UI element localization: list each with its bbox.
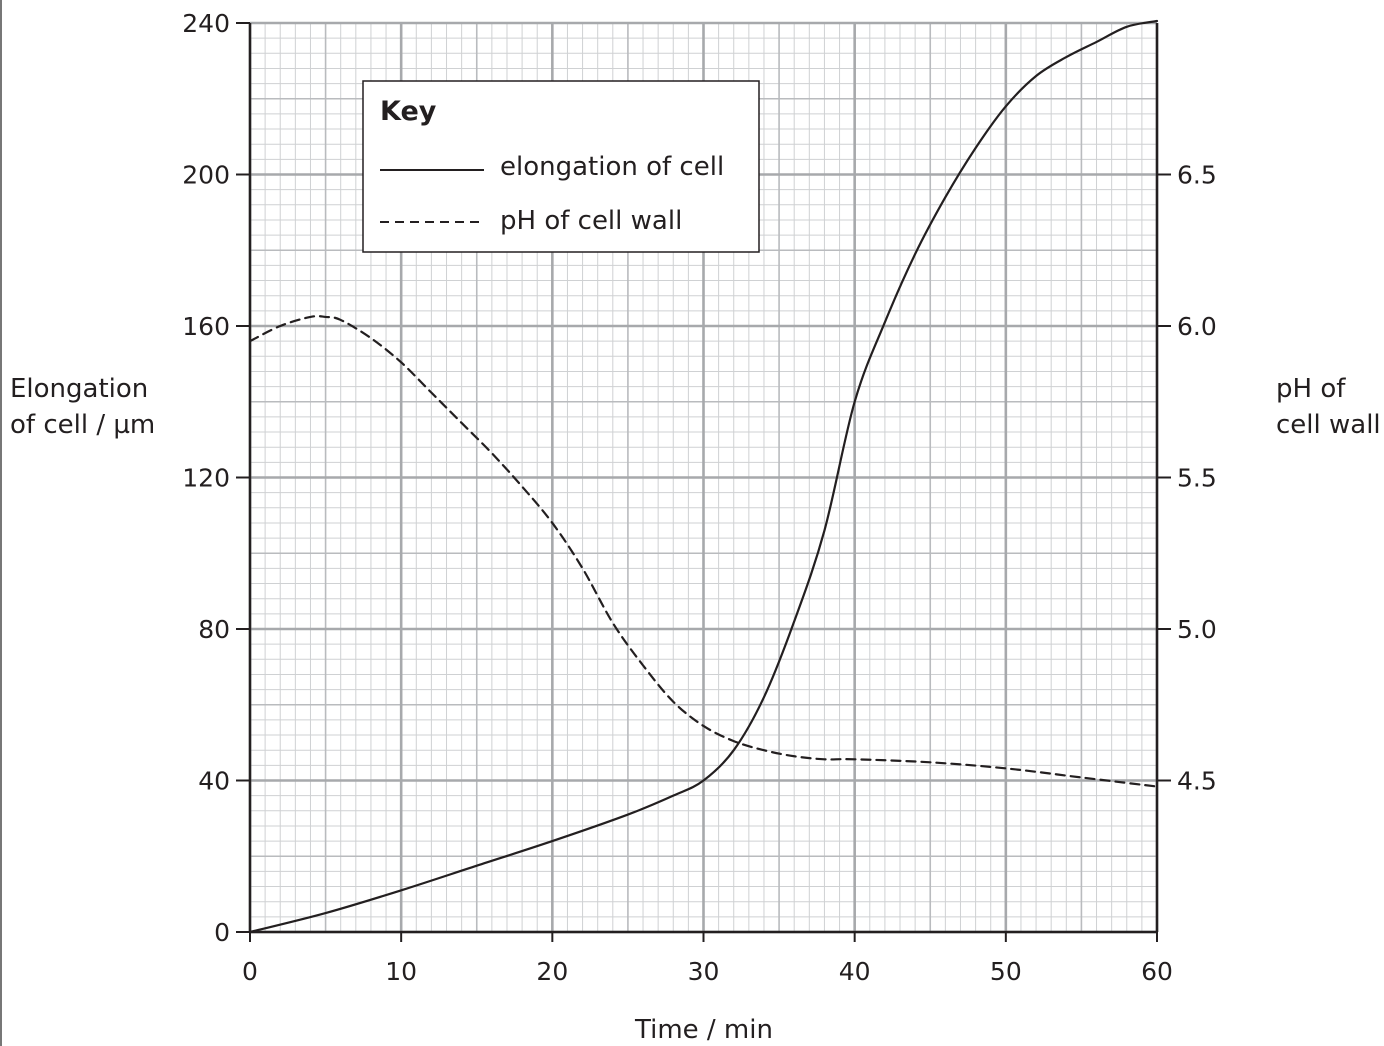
y-left-tick-label: 240 [182,9,230,38]
y-left-tick-label: 80 [198,615,230,644]
ticks-layer: 0 10 20 30 40 50 60 0 40 80 120 160 200 240 4.5 5.0 5.5 6… [182,9,1216,986]
x-tick-label: 60 [1141,957,1173,986]
y-right-axis-title-line2: cell wall [1276,410,1381,440]
series-elongation-of-cell-line [248,19,1159,934]
legend-title: Key [380,96,437,127]
legend-label-ph: pH of cell wall [500,206,682,236]
legend: Key elongation of cell pH of cell wall [362,80,760,253]
y-left-tick-label: 160 [182,312,230,341]
y-right-tick-label: 5.5 [1177,464,1217,493]
y-left-tick-label: 40 [198,767,230,796]
series-layer [248,19,1159,934]
legend-frame [362,80,760,253]
y-left-tick-label: 0 [214,918,230,947]
x-tick-label: 40 [839,957,871,986]
y-right-tick-label: 6.0 [1177,312,1217,341]
legend-label-elongation: elongation of cell [500,152,724,182]
x-tick-label: 20 [536,957,568,986]
y-right-axis-title-line1: pH of [1276,374,1346,404]
y-left-axis-title-line2: of cell / µm [10,410,155,440]
x-tick-label: 10 [385,957,417,986]
x-tick-label: 30 [688,957,720,986]
x-tick-label: 0 [242,957,258,986]
x-axis-title: Time / min [634,1015,773,1045]
y-right-tick-label: 6.5 [1177,161,1217,190]
y-right-tick-label: 5.0 [1177,615,1217,644]
y-right-tick-label: 4.5 [1177,767,1217,796]
y-left-tick-label: 120 [182,464,230,493]
x-tick-label: 50 [990,957,1022,986]
y-left-axis-title-line1: Elongation [10,374,148,404]
y-left-tick-label: 200 [182,161,230,190]
